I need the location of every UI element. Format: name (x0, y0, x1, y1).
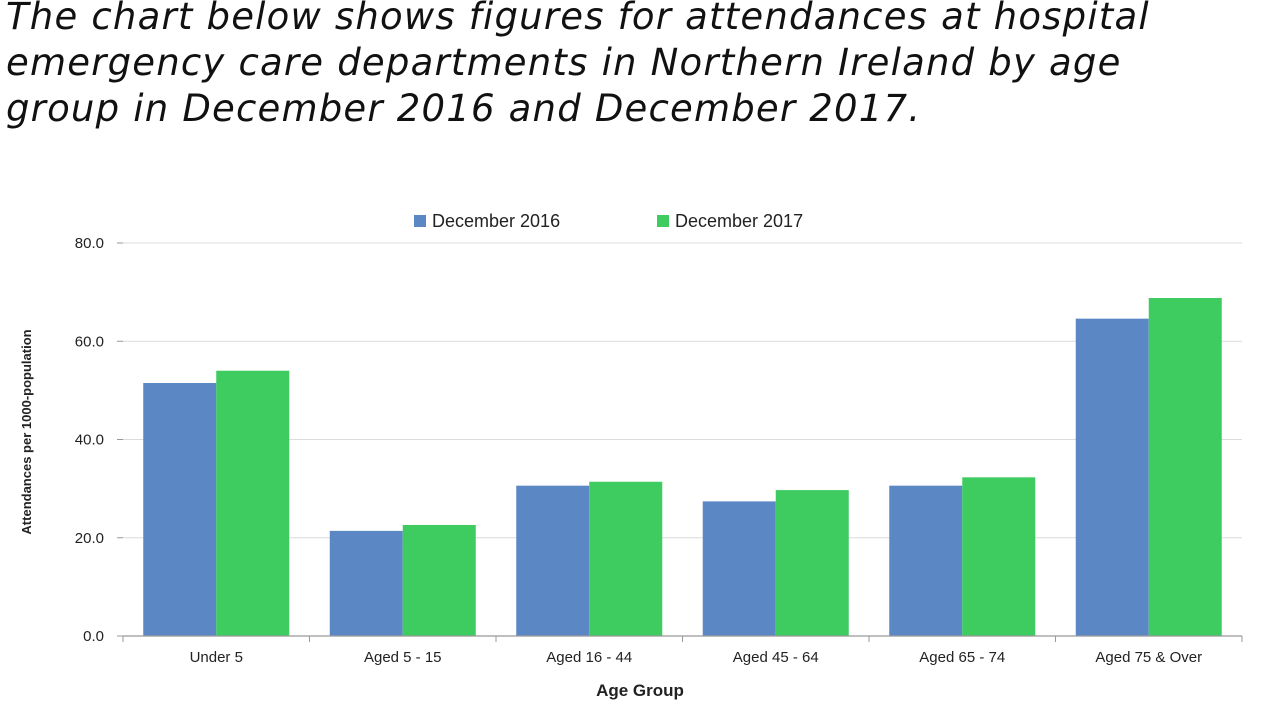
bar (775, 490, 849, 636)
x-axis-label: Age Group (596, 681, 684, 700)
bar (516, 485, 590, 636)
y-tick-label: 60.0 (75, 333, 104, 350)
legend-label: December 2016 (432, 211, 560, 231)
bar (702, 501, 776, 636)
x-tick-label: Aged 65 - 74 (919, 649, 1005, 666)
bar (329, 530, 403, 636)
x-tick-label: Aged 5 - 15 (364, 649, 442, 666)
x-tick-label: Aged 16 - 44 (546, 649, 632, 666)
bar (402, 524, 476, 636)
bar (143, 383, 217, 636)
legend-label: December 2017 (675, 211, 803, 231)
y-tick-label: 40.0 (75, 432, 104, 449)
bar (216, 370, 290, 636)
bar (1075, 318, 1149, 636)
gridlines (123, 242, 1242, 539)
x-axis-ticks: Under 5 Aged 5 - 15 Aged 16 - 44 Aged 45 - … (122, 636, 1243, 666)
prompt-line-1: The chart below shows figures for attend… (6, 0, 1150, 38)
y-tick-label: 80.0 (75, 235, 104, 252)
prompt-text: The chart below shows figures for attend… (6, 0, 1274, 132)
bar (962, 477, 1036, 636)
y-tick-label: 20.0 (75, 530, 104, 547)
y-axis-ticks: 0.0 20.0 40.0 60.0 80.0 (75, 235, 123, 645)
x-tick-label: Under 5 (190, 649, 243, 666)
x-tick-label: Aged 75 & Over (1095, 649, 1202, 666)
legend-swatch (657, 215, 669, 227)
legend-swatch (414, 215, 426, 227)
bar (589, 481, 663, 636)
prompt-line-3: group in December 2016 and December 2017… (6, 87, 922, 130)
y-axis-label: Attendances per 1000-population (19, 329, 34, 534)
bar (889, 485, 963, 636)
x-tick-label: Aged 45 - 64 (733, 649, 819, 666)
y-tick-label: 0.0 (83, 628, 104, 645)
bars (143, 298, 1222, 636)
legend: December 2016 December 2017 (414, 211, 803, 231)
prompt-line-2: emergency care departments in Northern I… (6, 41, 1122, 84)
bar (1148, 298, 1222, 636)
